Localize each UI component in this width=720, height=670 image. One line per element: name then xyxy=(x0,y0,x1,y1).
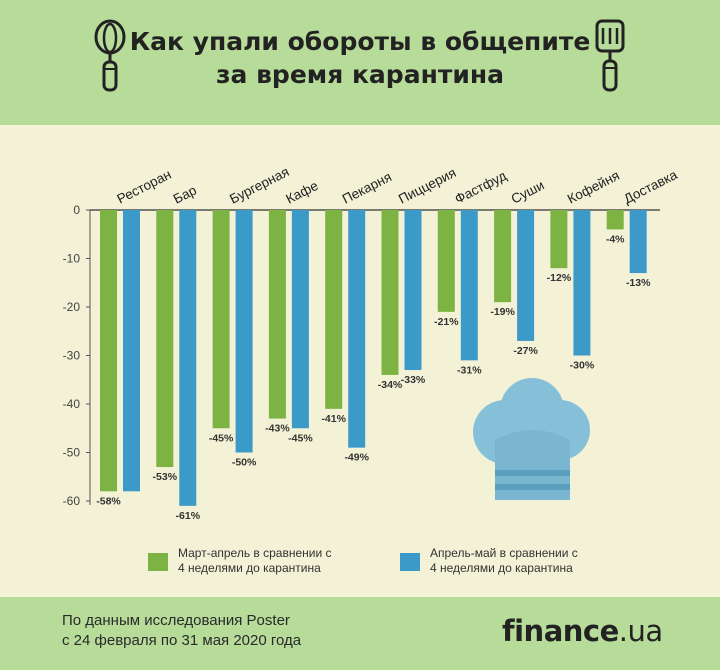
category-label: Пиццерия xyxy=(396,165,458,207)
data-label: -27% xyxy=(513,345,538,357)
data-label: -53% xyxy=(153,471,178,483)
legend-label-2-line-2: 4 неделями до карантина xyxy=(430,561,573,575)
y-tick-label: -10 xyxy=(63,252,81,266)
whisk-icon xyxy=(94,19,126,92)
legend-label-1-line-1: Март-апрель в сравнении с xyxy=(178,546,332,560)
header-banner: Как упали обороты в общепите за время ка… xyxy=(0,0,720,125)
brand-suffix: .ua xyxy=(618,614,663,648)
title-line-2: за время карантина xyxy=(216,60,504,89)
bar-march-april xyxy=(437,210,455,312)
bar-march-april xyxy=(325,210,343,409)
legend-label-2-line-1: Апрель-май в сравнении с xyxy=(430,546,578,560)
category-label: Кофейня xyxy=(565,168,622,207)
bar-march-april xyxy=(381,210,399,375)
y-tick-label: 0 xyxy=(73,203,80,217)
bar-march-april xyxy=(156,210,174,468)
chef-hat-icon xyxy=(473,378,590,500)
category-label: Доставка xyxy=(621,167,680,207)
y-tick-label: -40 xyxy=(63,397,81,411)
y-tick-label: -20 xyxy=(63,300,81,314)
data-label: -34% xyxy=(378,379,403,391)
bar-april-may xyxy=(179,210,197,506)
data-label: -58% xyxy=(96,495,121,507)
bar-april-may xyxy=(235,210,253,453)
legend-swatch-blue xyxy=(400,553,420,571)
data-label: -21% xyxy=(434,316,459,328)
data-label: -19% xyxy=(490,306,515,318)
data-label: -61% xyxy=(176,510,201,522)
y-tick-label: -60 xyxy=(63,494,81,508)
source-note: По данным исследования Poster с 24 февра… xyxy=(62,611,301,651)
bar-april-may xyxy=(348,210,366,448)
data-label: -31% xyxy=(457,364,482,376)
data-label: -4% xyxy=(606,233,625,245)
source-line-2: с 24 февраля по 31 мая 2020 года xyxy=(62,632,302,649)
category-label: Пекарня xyxy=(340,169,394,207)
data-label: -45% xyxy=(288,432,313,444)
bar-march-april xyxy=(550,210,568,269)
bar-april-may xyxy=(460,210,478,361)
category-label: Суши xyxy=(509,177,547,206)
bar-march-april xyxy=(268,210,286,419)
category-label: Ресторан xyxy=(115,167,174,207)
bar-march-april xyxy=(100,210,117,492)
category-label: Кафе xyxy=(283,178,320,207)
data-label: -45% xyxy=(209,432,234,444)
bar-april-may xyxy=(123,210,140,492)
brand-logo: finance.ua xyxy=(502,614,663,648)
spatula-icon xyxy=(595,19,625,92)
brand-main: finance xyxy=(502,614,619,648)
data-label: -43% xyxy=(265,423,290,435)
bar-march-april xyxy=(212,210,230,429)
bar-chart: 0 -10 -20 -30 -40 -50 -60 -58% -53% -61% -45% -50%… xyxy=(63,164,681,522)
category-label: Бургерная xyxy=(227,164,291,207)
data-label: -49% xyxy=(344,452,369,464)
y-tick-label: -30 xyxy=(63,349,81,363)
source-line-1: По данным исследования Poster xyxy=(62,612,290,629)
data-label: -13% xyxy=(626,277,651,289)
bar-april-may xyxy=(629,210,647,274)
data-label: -30% xyxy=(570,360,595,372)
legend-swatch-green xyxy=(148,553,168,571)
title-line-1: Как упали обороты в общепите xyxy=(129,27,591,56)
bar-march-april xyxy=(606,210,624,230)
data-label: -50% xyxy=(232,457,257,469)
legend-label-1-line-2: 4 неделями до карантина xyxy=(178,561,321,575)
bar-march-april xyxy=(494,210,512,303)
data-label: -33% xyxy=(401,374,426,386)
data-label: -41% xyxy=(321,413,346,425)
data-label: -12% xyxy=(547,272,572,284)
y-tick-label: -50 xyxy=(63,446,81,460)
category-label: Фастфуд xyxy=(452,168,509,207)
bar-april-may xyxy=(291,210,309,429)
chart-area: 0 -10 -20 -30 -40 -50 -60 -58% -53% -61% -45% -50%… xyxy=(0,125,720,597)
category-label: Бар xyxy=(171,182,199,206)
footer-banner: По данным исследования Poster с 24 февра… xyxy=(0,597,720,670)
bar-april-may xyxy=(404,210,422,371)
bar-april-may xyxy=(517,210,535,341)
bar-april-may xyxy=(573,210,591,356)
chart-title: Как упали обороты в общепите за время ка… xyxy=(120,25,600,91)
